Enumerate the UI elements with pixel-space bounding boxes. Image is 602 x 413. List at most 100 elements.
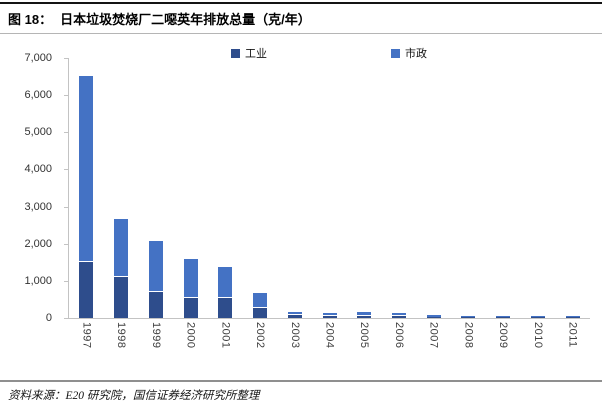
bar-segment-municipal <box>322 312 337 315</box>
industry-swatch-icon <box>231 48 240 58</box>
bar-segment-municipal <box>357 312 372 315</box>
x-label-slot: 2003 <box>277 322 312 348</box>
y-tick-mark <box>64 169 68 171</box>
bar-segment-industry <box>253 308 268 318</box>
x-tick-label: 2002 <box>254 322 267 349</box>
y-tick-label: 5,000 <box>24 126 52 139</box>
y-tick-label: 7,000 <box>24 52 52 64</box>
x-label-slot: 2001 <box>208 322 243 348</box>
bars <box>69 58 590 318</box>
bar-slot <box>69 58 104 318</box>
x-tick-label: 2000 <box>184 322 197 349</box>
bar-segment-municipal <box>218 267 233 298</box>
bar-segment-industry <box>218 298 233 318</box>
y-tick-label: 6,000 <box>24 89 52 102</box>
stacked-bar-2006 <box>391 313 406 318</box>
bar-segment-municipal <box>253 293 268 308</box>
y-tick-mark <box>64 243 68 245</box>
bar-segment-industry <box>426 316 441 318</box>
bar-slot <box>312 58 347 318</box>
bar-slot <box>347 58 382 318</box>
bar-slot <box>138 58 173 318</box>
bar-segment-municipal <box>496 316 511 318</box>
x-tick-label: 2008 <box>462 322 475 349</box>
figure-title-text: 日本垃圾焚烧厂二噁英年排放总量（克/年） <box>60 12 311 27</box>
bar-slot <box>521 58 556 318</box>
y-axis-ticks <box>64 58 68 319</box>
x-label-slot: 2002 <box>243 322 278 348</box>
x-tick-label: 2001 <box>219 322 232 349</box>
x-tick-label: 2007 <box>427 322 440 349</box>
bar-slot <box>451 58 486 318</box>
legend-label-municipal: 市政 <box>405 48 427 60</box>
stacked-bar-1997 <box>79 75 94 318</box>
y-axis-line <box>68 58 69 319</box>
bar-segment-industry <box>322 315 337 318</box>
x-axis-labels: 1997 1998 1999 2000 2001 2002 2003 2004 2005 2006… <box>69 322 590 348</box>
bar-segment-municipal <box>183 258 198 297</box>
x-label-slot: 2005 <box>347 322 382 348</box>
bar-slot <box>104 58 139 318</box>
stacked-bar-2007 <box>426 314 441 318</box>
bar-segment-municipal <box>565 316 580 318</box>
figure-number-label: 图 18： <box>8 12 53 27</box>
y-tick-label: 2,000 <box>24 237 52 250</box>
bar-segment-industry <box>183 297 198 318</box>
x-label-slot: 2000 <box>173 322 208 348</box>
x-label-slot: 2006 <box>382 322 417 348</box>
y-tick-mark <box>64 318 68 319</box>
stacked-bar-2002 <box>253 293 268 318</box>
bar-segment-industry <box>79 262 94 318</box>
stacked-bar-2005 <box>357 312 372 318</box>
bar-segment-municipal <box>79 75 94 262</box>
stacked-bar-1999 <box>148 241 163 318</box>
y-axis-labels: 7,000 6,000 5,000 4,000 3,000 2,000 1,000 0 <box>0 52 58 324</box>
bar-segment-municipal <box>426 314 441 317</box>
stacked-bar-2000 <box>183 258 198 318</box>
x-tick-label: 1998 <box>115 322 128 349</box>
x-label-slot: 2011 <box>555 322 590 348</box>
bar-segment-industry <box>114 277 129 318</box>
x-label-slot: 1998 <box>104 322 139 348</box>
bar-segment-industry <box>461 316 476 318</box>
bar-segment-industry <box>391 316 406 318</box>
bar-segment-industry <box>148 292 163 318</box>
bar-slot <box>382 58 417 318</box>
bar-segment-industry <box>287 315 302 318</box>
x-label-slot: 2007 <box>416 322 451 348</box>
stacked-bar-2009 <box>496 316 511 318</box>
bar-segment-municipal <box>530 316 545 318</box>
y-tick-label: 0 <box>45 312 52 324</box>
x-label-slot: 1999 <box>138 322 173 348</box>
source-note: 资料来源：E20 研究院，国信证券经济研究所整理 <box>8 390 260 402</box>
bar-segment-municipal <box>391 313 406 316</box>
bar-slot <box>173 58 208 318</box>
y-tick-label: 1,000 <box>24 274 52 287</box>
x-tick-label: 1999 <box>149 322 162 349</box>
y-tick-mark <box>64 280 68 282</box>
stacked-bar-2010 <box>530 316 545 318</box>
municipal-swatch-icon <box>391 48 400 58</box>
x-tick-label: 2004 <box>323 322 336 349</box>
title-divider <box>0 33 602 34</box>
bar-segment-industry <box>357 315 372 318</box>
x-tick-label: 2011 <box>566 322 579 348</box>
x-label-slot: 1997 <box>69 322 104 348</box>
top-rule <box>0 2 602 4</box>
bar-slot <box>416 58 451 318</box>
bar-slot <box>243 58 278 318</box>
figure-title: 图 18： 日本垃圾焚烧厂二噁英年排放总量（克/年） <box>8 9 311 28</box>
x-tick-label: 2006 <box>392 322 405 349</box>
bar-slot <box>555 58 590 318</box>
bar-segment-industry <box>565 317 580 318</box>
legend-item-municipal: 市政 <box>391 45 427 61</box>
bar-segment-industry <box>496 317 511 318</box>
x-axis-line <box>68 318 590 319</box>
bar-segment-municipal <box>287 311 302 315</box>
chart-legend: 工业 市政 <box>68 45 590 61</box>
stacked-bar-2001 <box>218 267 233 318</box>
bar-slot <box>277 58 312 318</box>
x-tick-label: 1997 <box>80 322 93 349</box>
x-label-slot: 2004 <box>312 322 347 348</box>
bar-segment-industry <box>530 317 545 318</box>
